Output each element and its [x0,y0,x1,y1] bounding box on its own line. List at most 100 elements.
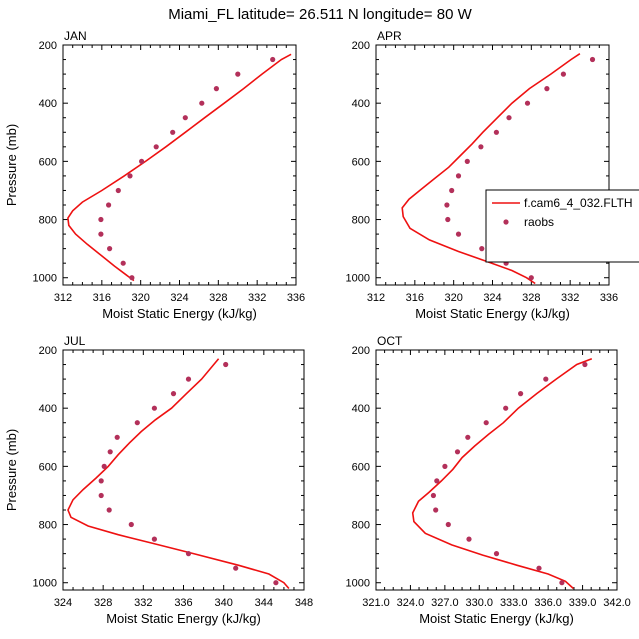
raobs-point [465,434,471,440]
raobs-point [270,56,276,63]
raobs-point [106,202,112,208]
panel-title: JUL [64,334,86,348]
raobs-point [223,361,229,368]
x-tick-label: 316 [406,292,424,304]
legend-raobs-swatch [503,219,509,225]
raobs-point [233,565,239,571]
raobs-point [464,158,470,164]
raobs-point [479,246,485,252]
raobs-point [433,507,439,513]
x-axis-label: Moist Static Energy (kJ/kg) [419,611,574,626]
raobs-point [101,463,107,469]
model-line [67,358,290,590]
y-tick-label: 1000 [33,578,57,590]
raobs-point [170,391,177,397]
x-tick-label: 328 [209,292,227,304]
y-tick-label: 800 [39,215,57,227]
raobs-point [120,260,126,266]
raobs-point [454,449,461,455]
raobs-point [127,173,133,179]
x-tick-label: 320 [131,292,149,304]
x-tick-label: 324.0 [397,597,425,609]
raobs-point [483,420,489,426]
raobs-point [170,129,176,135]
raobs-point [445,521,451,528]
x-axis-label: Moist Static Energy (kJ/kg) [102,306,257,321]
x-tick-label: 336 [600,292,618,304]
raobs-point [213,86,219,92]
x-tick-label: 312 [54,292,72,304]
y-axis-label: Pressure (mb) [4,124,19,206]
plot-frame [62,349,305,591]
x-tick-label: 344 [255,597,273,609]
raobs-point [185,551,192,557]
y-tick-label: 400 [352,403,370,415]
raobs-point [582,361,588,368]
raobs-point [543,376,549,382]
raobs-point [139,158,145,164]
x-tick-label: 324 [54,597,72,609]
y-tick-label: 1000 [346,273,370,285]
raobs-point [129,275,135,281]
model-line [67,53,292,282]
y-tick-label: 200 [352,40,370,52]
raobs-point [98,216,104,223]
y-tick-label: 200 [352,345,370,357]
raobs-point [182,115,188,121]
plot-frame [62,44,297,286]
y-tick-label: 800 [39,520,57,532]
raobs-point [273,580,279,586]
panel-title: JAN [64,29,87,43]
y-tick-label: 600 [39,461,57,473]
y-tick-label: 1000 [33,273,57,285]
raobs-point [478,144,484,150]
raobs-point [114,434,120,440]
raobs-point [106,507,112,513]
panels: JAN 312 316 320 324 328 332 336 200 400 600 800 1000… [4,29,631,626]
raobs-point [128,521,134,528]
y-tick-label: 400 [39,403,57,415]
x-tick-label: 327.0 [431,597,459,609]
x-tick-label: 328 [522,292,540,304]
x-tick-label: 330.0 [466,597,494,609]
x-tick-label: 316 [93,292,111,304]
raobs-point [493,129,499,135]
raobs-point [536,565,542,571]
y-tick-label: 800 [352,520,370,532]
x-tick-label: 348 [295,597,313,609]
panel-title: OCT [377,334,403,348]
y-tick-label: 1000 [346,578,370,590]
y-tick-label: 600 [39,156,57,168]
panel-apr: APR 312 316 320 324 328 332 336 200 400 600 800 1000… [346,29,619,321]
raobs-point [115,187,121,194]
raobs-point [455,231,462,237]
raobs-point [199,100,205,106]
raobs-point [430,492,436,499]
legend-box [485,189,639,263]
x-axis-label: Moist Static Energy (kJ/kg) [415,306,570,321]
legend-raobs-label: raobs [524,215,554,229]
x-tick-label: 312 [367,292,385,304]
raobs-point [98,231,104,237]
raobs-point [503,405,509,411]
x-tick-label: 332 [248,292,266,304]
raobs-point [544,86,550,92]
x-tick-label: 324 [170,292,188,304]
model-line [411,357,593,590]
figure-title: Miami_FL latitude= 26.511 N longitude= 8… [168,6,472,23]
y-tick-label: 200 [39,345,57,357]
raobs-point [151,536,157,542]
x-tick-label: 328 [94,597,112,609]
raobs-point [455,173,462,179]
raobs-point [493,551,500,557]
x-tick-label: 321.0 [362,597,390,609]
x-tick-label: 336.0 [534,597,562,609]
x-tick-label: 333.0 [500,597,528,609]
raobs-point [134,420,140,426]
raobs-point [235,71,241,77]
model-line [401,53,581,285]
y-tick-label: 400 [352,98,370,110]
x-tick-label: 339.0 [569,597,597,609]
y-tick-label: 800 [352,215,370,227]
